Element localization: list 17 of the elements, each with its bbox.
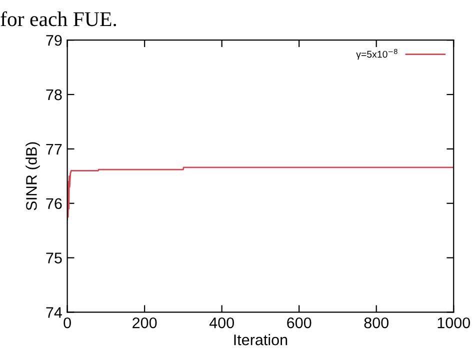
x-tick-label: 1000 (438, 317, 470, 328)
x-tick-label: 0 (64, 317, 71, 328)
y-tick-label: 78 (46, 89, 62, 100)
y-tick-label: 75 (46, 252, 62, 264)
y-tick-label: 79 (46, 34, 62, 46)
y-tick-label: 77 (46, 144, 62, 154)
y-tick-label: 74 (46, 307, 62, 318)
x-axis-title: Iteration (234, 334, 288, 346)
x-tick-label: 600 (287, 317, 312, 328)
x-tick-label: 200 (132, 317, 157, 328)
x-tick-label: 800 (364, 317, 389, 328)
line-series (67, 166, 454, 220)
y-axis-title: SINR (dB) (26, 142, 40, 210)
y-tick-label: 76 (46, 198, 62, 210)
legend-label: γ=5x10$^{−8}$ (356, 48, 398, 60)
x-tick-label: 400 (209, 317, 234, 328)
text: for each FUE. (0, 11, 116, 26)
